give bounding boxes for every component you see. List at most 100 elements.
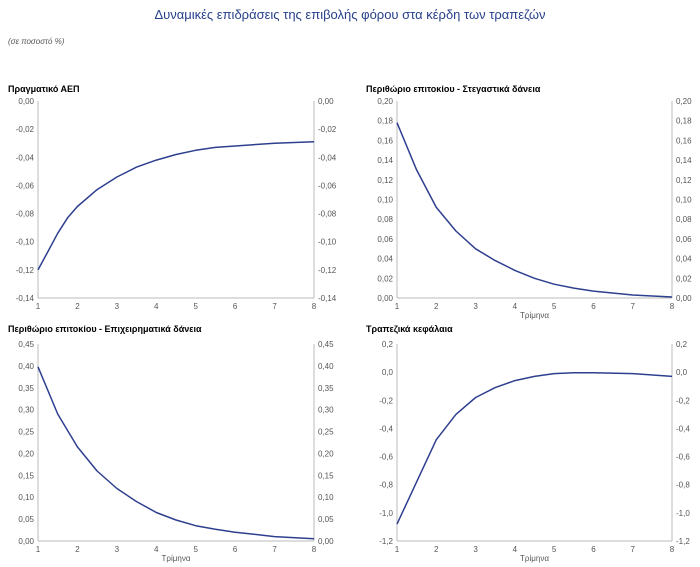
gdp-xtick: 7 xyxy=(272,302,277,311)
business-margin-ytick-right: 0,45 xyxy=(318,340,334,349)
gdp-ytick-left: -0,10 xyxy=(16,238,35,247)
bank-capital-ytick-right: -0,8 xyxy=(676,481,690,490)
mortgage-margin-xtick: 6 xyxy=(591,302,596,311)
business-margin-ytick-left: 0,45 xyxy=(18,340,34,349)
gdp-xtick: 1 xyxy=(36,302,41,311)
gdp-ytick-right: -0,02 xyxy=(318,125,337,134)
bank-capital-xlabel: Τρίμηνα xyxy=(520,554,549,563)
mortgage-margin-ytick-right: 0,12 xyxy=(676,176,692,185)
mortgage-margin-ytick-left: 0,16 xyxy=(377,136,393,145)
gdp-xtick: 4 xyxy=(154,302,159,311)
mortgage-margin-ytick-right: 0,16 xyxy=(676,136,692,145)
bank-capital-xtick: 7 xyxy=(630,545,635,554)
bank-capital-ytick-right: 0,0 xyxy=(676,368,688,377)
bank-capital-ytick-left: -1,0 xyxy=(379,509,393,518)
gdp-ytick-left: 0,00 xyxy=(18,97,34,106)
business-margin-ytick-right: 0,20 xyxy=(318,449,334,458)
mortgage-margin-ytick-right: 0,04 xyxy=(676,255,692,264)
bank-capital-xtick: 5 xyxy=(552,545,557,554)
business-margin-ytick-left: 0,00 xyxy=(18,537,34,546)
gdp-xtick: 5 xyxy=(193,302,198,311)
bank-capital-ytick-right: -0,4 xyxy=(676,424,690,433)
business-margin-ytick-left: 0,35 xyxy=(18,384,34,393)
mortgage-margin-ytick-right: 0,08 xyxy=(676,215,692,224)
mortgage-margin-xtick: 4 xyxy=(513,302,518,311)
business-margin-ytick-left: 0,25 xyxy=(18,428,34,437)
gdp-ytick-right: -0,06 xyxy=(318,181,337,190)
business-margin-xtick: 4 xyxy=(154,545,159,554)
panel-title-gdp: Πραγματικό ΑΕΠ xyxy=(8,84,80,94)
gdp-ytick-left: -0,12 xyxy=(16,266,35,275)
bank-capital-ytick-left: -0,4 xyxy=(379,424,393,433)
mortgage-margin-ytick-left: 0,10 xyxy=(377,196,393,205)
gdp-ytick-left: -0,02 xyxy=(16,125,35,134)
gdp-ytick-right: -0,04 xyxy=(318,153,337,162)
mortgage-margin-xtick: 3 xyxy=(473,302,478,311)
mortgage-margin-xtick: 7 xyxy=(630,302,635,311)
bank-capital-ytick-left: -0,6 xyxy=(379,453,393,462)
bank-capital-ytick-left: 0,2 xyxy=(382,340,394,349)
business-margin-ytick-left: 0,40 xyxy=(18,362,34,371)
bank-capital-ytick-right: -0,6 xyxy=(676,453,690,462)
page-title: Δυναμικές επιδράσεις της επιβολής φόρου … xyxy=(154,7,546,22)
bank-capital-xtick: 8 xyxy=(670,545,675,554)
mortgage-margin-xtick: 2 xyxy=(434,302,439,311)
business-margin-xtick: 5 xyxy=(193,545,198,554)
business-margin-ytick-left: 0,05 xyxy=(18,515,34,524)
bank-capital-ytick-right: 0,2 xyxy=(676,340,688,349)
gdp-ytick-left: -0,08 xyxy=(16,210,35,219)
panel-title-business-margin: Περιθώριο επιτοκίου - Επιχειρηματικά δάν… xyxy=(8,324,202,334)
gdp-ytick-right: -0,12 xyxy=(318,266,337,275)
gdp-xtick: 8 xyxy=(312,302,317,311)
mortgage-margin-ytick-left: 0,08 xyxy=(377,215,393,224)
mortgage-margin-ytick-left: 0,14 xyxy=(377,156,393,165)
bank-capital-xtick: 6 xyxy=(591,545,596,554)
business-margin-ytick-left: 0,30 xyxy=(18,406,34,415)
business-margin-xlabel: Τρίμηνα xyxy=(162,554,191,563)
mortgage-margin-xtick: 5 xyxy=(552,302,557,311)
bank-capital-ytick-right: -1,0 xyxy=(676,509,690,518)
gdp-xtick: 6 xyxy=(233,302,238,311)
gdp-ytick-right: -0,10 xyxy=(318,238,337,247)
bank-capital-ytick-left: 0,0 xyxy=(382,368,394,377)
bank-capital-series-line xyxy=(396,372,673,525)
business-margin-ytick-left: 0,15 xyxy=(18,471,34,480)
gdp-ytick-right: -0,14 xyxy=(318,294,337,303)
business-margin-ytick-left: 0,10 xyxy=(18,493,34,502)
gdp-ytick-left: -0,14 xyxy=(16,294,35,303)
gdp-xtick: 3 xyxy=(115,302,120,311)
mortgage-margin-ytick-left: 0,06 xyxy=(377,235,393,244)
gdp-ytick-left: -0,06 xyxy=(16,181,35,190)
business-margin-ytick-left: 0,20 xyxy=(18,449,34,458)
business-margin-series-line xyxy=(37,366,315,540)
business-margin-ytick-right: 0,00 xyxy=(318,537,334,546)
mortgage-margin-ytick-right: 0,10 xyxy=(676,196,692,205)
bank-capital-xtick: 3 xyxy=(473,545,478,554)
gdp-ytick-left: -0,04 xyxy=(16,153,35,162)
mortgage-margin-ytick-right: 0,18 xyxy=(676,117,692,126)
panel-title-mortgage-margin: Περιθώριο επιτοκίου - Στεγαστικά δάνεια xyxy=(366,84,541,94)
bank-capital-ytick-left: -0,8 xyxy=(379,481,393,490)
mortgage-margin-ytick-right: 0,00 xyxy=(676,294,692,303)
mortgage-margin-ytick-left: 0,00 xyxy=(377,294,393,303)
business-margin-xtick: 2 xyxy=(75,545,80,554)
business-margin-xtick: 8 xyxy=(312,545,317,554)
bank-capital-ytick-left: -0,2 xyxy=(379,396,393,405)
bank-capital-xtick: 1 xyxy=(395,545,400,554)
unit-note: (σε ποσοστό %) xyxy=(8,37,65,46)
business-margin-xtick: 6 xyxy=(233,545,238,554)
mortgage-margin-ytick-left: 0,20 xyxy=(377,97,393,106)
business-margin-ytick-right: 0,30 xyxy=(318,406,334,415)
business-margin-xtick: 1 xyxy=(36,545,41,554)
mortgage-margin-xtick: 1 xyxy=(395,302,400,311)
bank-capital-ytick-right: -1,2 xyxy=(676,537,690,546)
bank-capital-ytick-right: -0,2 xyxy=(676,396,690,405)
gdp-series-line xyxy=(37,141,315,271)
business-margin-ytick-right: 0,10 xyxy=(318,493,334,502)
gdp-xtick: 2 xyxy=(75,302,80,311)
business-margin-ytick-right: 0,05 xyxy=(318,515,334,524)
mortgage-margin-ytick-right: 0,14 xyxy=(676,156,692,165)
panel-title-bank-capital: Τραπεζικά κεφάλαια xyxy=(366,324,453,334)
gdp-ytick-right: 0,00 xyxy=(318,97,334,106)
